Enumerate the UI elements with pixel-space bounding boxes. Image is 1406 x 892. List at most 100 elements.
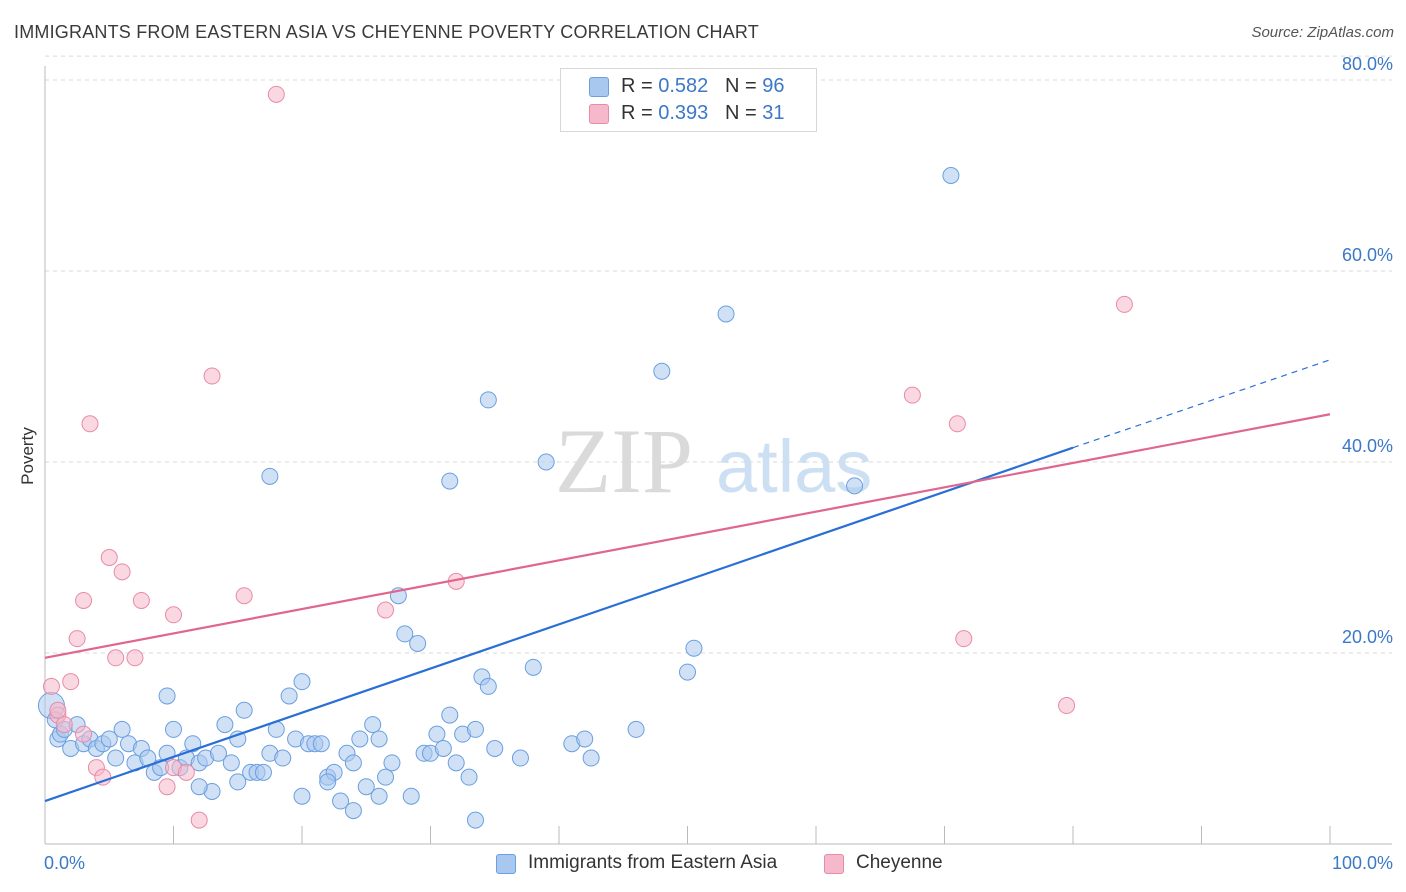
trend-lines	[44, 359, 1331, 803]
y-tick-label: 20.0%	[1342, 627, 1393, 647]
point-eastern-asia	[280, 687, 298, 705]
watermark: ZIP atlas	[555, 410, 872, 512]
point-cheyenne	[107, 649, 125, 667]
point-cheyenne	[81, 415, 99, 433]
point-cheyenne	[68, 630, 86, 648]
y-tick-labels: 20.0% 40.0% 60.0% 80.0%	[1342, 54, 1393, 647]
y-tick-label: 80.0%	[1342, 54, 1393, 74]
point-eastern-asia	[653, 362, 671, 380]
point-eastern-asia	[441, 706, 459, 724]
point-eastern-asia	[261, 467, 279, 485]
point-eastern-asia	[370, 787, 388, 805]
point-eastern-asia	[209, 744, 227, 762]
legend-r-label: R =	[621, 102, 659, 124]
point-eastern-asia	[344, 802, 362, 820]
point-cheyenne	[903, 386, 921, 404]
point-cheyenne	[100, 549, 118, 566]
point-eastern-asia	[332, 792, 350, 810]
point-cheyenne	[126, 649, 144, 667]
legend-r-value: 0.582	[658, 75, 709, 97]
point-eastern-asia	[460, 768, 478, 786]
point-cheyenne	[42, 677, 60, 695]
point-eastern-asia	[486, 740, 504, 757]
point-eastern-asia	[107, 749, 125, 767]
point-eastern-asia	[357, 778, 375, 796]
point-cheyenne	[190, 811, 208, 829]
legend-n-label: N =	[724, 102, 763, 124]
point-eastern-asia	[377, 768, 395, 786]
y-axis-label: Poverty	[18, 427, 37, 485]
point-cheyenne	[62, 673, 80, 691]
point-eastern-asia	[293, 787, 311, 805]
point-eastern-asia	[364, 716, 382, 734]
point-cheyenne	[49, 701, 67, 719]
point-eastern-asia	[370, 730, 388, 748]
point-eastern-asia	[511, 749, 529, 767]
point-eastern-asia	[100, 730, 118, 748]
point-eastern-asia	[434, 740, 452, 757]
bottom-legend-swatch-cheyenne	[824, 854, 844, 874]
point-cheyenne	[1115, 295, 1133, 313]
bottom-legend-swatch-eastern-asia	[496, 854, 516, 874]
point-eastern-asia	[383, 754, 401, 772]
legend-r-label: R =	[621, 75, 659, 97]
legend-n-label: N =	[724, 75, 763, 97]
point-eastern-asia	[158, 687, 176, 705]
point-eastern-asia	[409, 634, 427, 652]
bottom-legend-label-eastern-asia: Immigrants from Eastern Asia	[528, 852, 778, 873]
point-eastern-asia	[229, 730, 247, 748]
point-cheyenne	[203, 367, 221, 385]
legend-n-value: 31	[762, 102, 785, 124]
legend-n-value: 96	[762, 75, 785, 97]
point-cheyenne	[55, 716, 73, 734]
point-eastern-asia	[576, 730, 594, 748]
data-points	[37, 85, 1133, 829]
correlation-legend: R = 0.582 N = 96 R = 0.393 N = 31	[560, 68, 817, 132]
point-eastern-asia	[190, 778, 208, 796]
point-eastern-asia	[293, 673, 311, 691]
point-eastern-asia	[396, 625, 414, 643]
trend-line-cheyenne	[44, 413, 1331, 659]
point-eastern-asia	[222, 754, 240, 772]
point-eastern-asia	[344, 754, 362, 772]
point-cheyenne	[235, 587, 253, 605]
point-cheyenne	[165, 606, 182, 624]
grid-lines	[45, 55, 1392, 654]
point-eastern-asia	[479, 391, 497, 409]
point-eastern-asia	[582, 749, 600, 767]
point-eastern-asia	[479, 677, 497, 695]
point-eastern-asia	[685, 639, 703, 657]
y-tick-label: 40.0%	[1342, 436, 1393, 456]
point-cheyenne	[113, 563, 131, 581]
point-eastern-asia	[466, 720, 484, 738]
point-eastern-asia	[679, 663, 696, 681]
legend-swatch-eastern-asia	[589, 77, 609, 97]
point-eastern-asia	[351, 730, 369, 748]
point-eastern-asia	[537, 453, 555, 471]
point-eastern-asia	[466, 811, 484, 829]
point-eastern-asia	[165, 720, 182, 738]
point-cheyenne	[948, 415, 966, 433]
point-eastern-asia	[254, 763, 272, 781]
watermark-atlas: atlas	[716, 425, 872, 508]
point-eastern-asia	[428, 725, 446, 743]
chart-title: IMMIGRANTS FROM EASTERN ASIA VS CHEYENNE…	[14, 22, 759, 42]
point-cheyenne	[132, 591, 150, 609]
point-eastern-asia	[524, 658, 542, 676]
point-eastern-asia	[717, 305, 735, 323]
point-eastern-asia	[402, 787, 420, 805]
point-cheyenne	[94, 768, 112, 786]
x-tick-label: 0.0%	[44, 853, 85, 873]
point-eastern-asia	[312, 735, 330, 753]
x-tick-labels: 0.0% 100.0%	[44, 853, 1393, 873]
x-tick-label: 100.0%	[1332, 853, 1393, 873]
point-eastern-asia	[846, 477, 864, 495]
point-cheyenne	[158, 778, 176, 796]
point-eastern-asia	[229, 773, 247, 791]
y-tick-label: 60.0%	[1342, 245, 1393, 265]
point-cheyenne	[1058, 697, 1076, 715]
legend-r-value: 0.393	[658, 102, 709, 124]
point-eastern-asia	[447, 754, 465, 772]
trend-line-eastern-asia-extension	[1072, 359, 1331, 449]
